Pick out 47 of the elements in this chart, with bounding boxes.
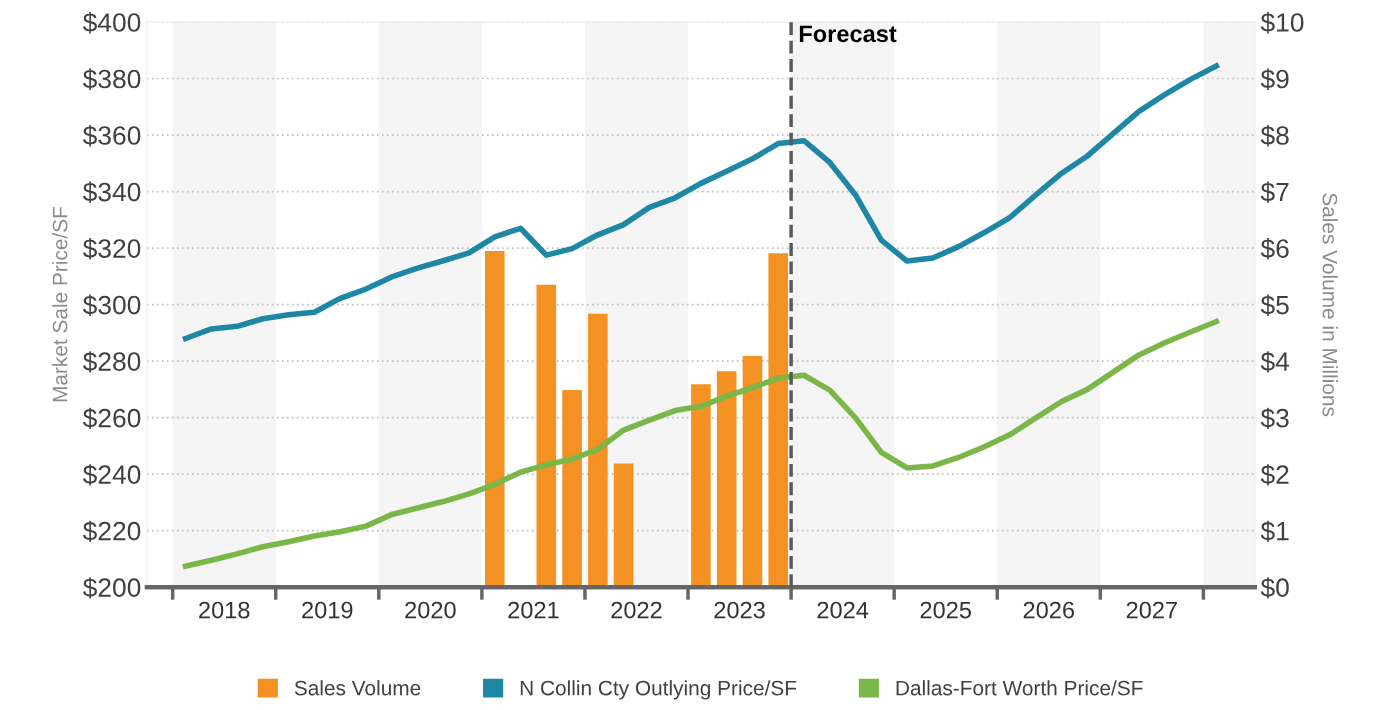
legend-label: Dallas-Fort Worth Price/SF bbox=[896, 680, 1143, 696]
bar bbox=[742, 356, 763, 588]
bar bbox=[588, 313, 608, 588]
y-tick-label: $260 bbox=[82, 407, 141, 430]
x-tick-label: 2026 bbox=[1023, 601, 1075, 619]
bar bbox=[484, 250, 505, 588]
y-tick-label: $400 bbox=[82, 12, 141, 34]
y-tick-label: $320 bbox=[82, 238, 141, 260]
x-tick-label: 2020 bbox=[405, 601, 456, 619]
y2-tick-label: $3 bbox=[1260, 407, 1289, 430]
x-tick-label: 2025 bbox=[920, 601, 971, 619]
bar bbox=[536, 284, 557, 588]
bar bbox=[562, 389, 582, 588]
y2-tick-label: $2 bbox=[1260, 464, 1289, 486]
x-tick-label: 2019 bbox=[302, 601, 353, 619]
x-tick-label: 2018 bbox=[199, 601, 250, 619]
y-tick-label: $280 bbox=[82, 351, 141, 373]
y-tick-label: $240 bbox=[82, 464, 141, 486]
y-tick-label: $200 bbox=[82, 577, 141, 599]
y2-axis-title: Sales Volume in Millions bbox=[1322, 193, 1338, 417]
y2-tick-label: $9 bbox=[1260, 68, 1289, 90]
y-tick-label: $300 bbox=[82, 294, 141, 316]
y-axis-title: Market Sale Price/SF bbox=[52, 207, 68, 402]
bar bbox=[716, 371, 737, 588]
x-tick-label: 2024 bbox=[817, 601, 869, 619]
y2-tick-label: $6 bbox=[1260, 238, 1289, 260]
y-tick-label: $360 bbox=[82, 125, 141, 147]
y-tick-label: $380 bbox=[82, 68, 141, 90]
legend-label: N Collin Cty Outlying Price/SF bbox=[520, 680, 797, 700]
bar bbox=[691, 384, 711, 588]
y2-tick-label: $7 bbox=[1260, 181, 1289, 203]
y2-tick-label: $0 bbox=[1260, 577, 1289, 599]
y2-tick-label: $4 bbox=[1260, 351, 1290, 373]
y2-tick-label: $5 bbox=[1260, 294, 1289, 316]
x-tick-label: 2023 bbox=[714, 601, 765, 619]
legend-label: Sales Volume bbox=[294, 680, 421, 696]
y2-tick-label: $8 bbox=[1260, 125, 1289, 147]
bar bbox=[768, 253, 789, 588]
bar bbox=[613, 463, 634, 588]
x-tick-label: 2022 bbox=[611, 601, 662, 619]
y2-tick-label: $10 bbox=[1260, 12, 1304, 34]
y2-tick-label: $1 bbox=[1260, 520, 1289, 543]
ref-line-label: Forecast bbox=[799, 25, 897, 43]
x-tick-label: 2021 bbox=[508, 601, 559, 619]
x-tick-label: 2027 bbox=[1126, 601, 1177, 619]
y-tick-label: $220 bbox=[82, 520, 141, 543]
y-tick-label: $340 bbox=[82, 181, 141, 203]
